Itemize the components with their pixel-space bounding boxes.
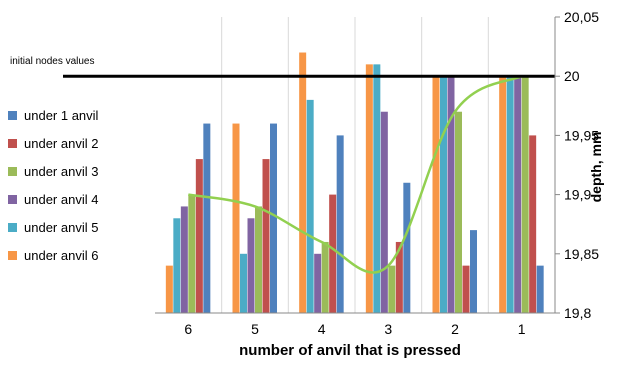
x-tick-labels: 6 5 4 3 2 1 bbox=[184, 321, 525, 337]
bar bbox=[299, 52, 307, 314]
legend-item: under 1 anvil bbox=[8, 101, 158, 129]
bar bbox=[470, 230, 477, 313]
legend-swatch bbox=[8, 194, 17, 204]
bar bbox=[321, 241, 329, 313]
bar bbox=[447, 76, 455, 313]
bar bbox=[514, 76, 522, 313]
legend-item: under anvil 3 bbox=[8, 157, 158, 185]
bar bbox=[203, 123, 211, 313]
x-axis-title: number of anvil that is pressed bbox=[239, 342, 461, 359]
bar bbox=[455, 111, 462, 313]
y-tick-labels: 19,8 19,85 19,9 19,95 20 20,05 bbox=[555, 9, 599, 321]
bar bbox=[329, 194, 337, 313]
bar bbox=[247, 218, 255, 313]
bar bbox=[462, 265, 470, 313]
x-tick-label: 1 bbox=[518, 321, 526, 337]
bar bbox=[380, 111, 388, 313]
bar bbox=[529, 135, 537, 313]
bar bbox=[365, 64, 373, 313]
legend-item: under anvil 5 bbox=[8, 213, 158, 241]
y-tick-label: 19,9 bbox=[564, 187, 591, 203]
bar bbox=[499, 76, 507, 313]
legend-label: under anvil 3 bbox=[24, 163, 99, 179]
bar bbox=[403, 182, 411, 313]
bar bbox=[232, 123, 240, 313]
x-tick-label: 3 bbox=[384, 321, 392, 337]
bar bbox=[521, 76, 529, 313]
x-tick-label: 4 bbox=[318, 321, 326, 337]
bar bbox=[195, 159, 203, 313]
legend-swatch bbox=[8, 222, 17, 232]
bar bbox=[270, 123, 277, 313]
bars-group bbox=[165, 52, 544, 314]
bar bbox=[336, 135, 344, 313]
bar bbox=[388, 265, 396, 313]
bar bbox=[165, 265, 173, 313]
legend: under 1 anvil under anvil 2 under anvil … bbox=[8, 101, 158, 269]
bar bbox=[373, 64, 381, 313]
bar bbox=[432, 76, 440, 313]
x-tick-label: 2 bbox=[451, 321, 459, 337]
legend-swatch bbox=[8, 110, 17, 120]
trend-line bbox=[188, 75, 523, 274]
y-tick-label: 20,05 bbox=[564, 9, 599, 25]
bar bbox=[240, 253, 247, 313]
legend-label: under anvil 2 bbox=[24, 135, 99, 151]
vertical-gridlines bbox=[221, 17, 489, 313]
x-tick-label: 6 bbox=[184, 321, 192, 337]
x-tick-label: 5 bbox=[251, 321, 259, 337]
legend-swatch bbox=[8, 166, 17, 176]
legend-swatch bbox=[8, 138, 17, 148]
bar bbox=[536, 265, 544, 313]
y-tick-label: 19,8 bbox=[564, 305, 591, 321]
bar bbox=[314, 253, 322, 313]
bar bbox=[395, 241, 403, 313]
y-tick-label: 19,85 bbox=[564, 246, 599, 262]
bar bbox=[506, 76, 514, 313]
bar bbox=[262, 159, 270, 313]
y-tick-label: 19,95 bbox=[564, 127, 599, 143]
bar bbox=[180, 206, 188, 313]
legend-label: under anvil 4 bbox=[24, 191, 99, 207]
legend-swatch bbox=[8, 250, 17, 260]
legend-label: under anvil 6 bbox=[24, 247, 99, 263]
reference-line-label: initial nodes values bbox=[10, 56, 95, 67]
legend-label: under anvil 5 bbox=[24, 219, 99, 235]
bar bbox=[173, 218, 181, 313]
bar bbox=[306, 99, 314, 313]
legend-label: under 1 anvil bbox=[24, 107, 99, 123]
trend-line-group bbox=[188, 75, 523, 274]
legend-item: under anvil 4 bbox=[8, 185, 158, 213]
bar bbox=[188, 194, 196, 313]
legend-item: under anvil 2 bbox=[8, 129, 158, 157]
bar bbox=[440, 76, 447, 313]
y-tick-label: 20 bbox=[564, 68, 580, 84]
axes-group bbox=[155, 17, 556, 314]
y-axis-title: depth, mm bbox=[588, 131, 604, 203]
legend-item: under anvil 6 bbox=[8, 241, 158, 269]
bar bbox=[255, 206, 262, 313]
